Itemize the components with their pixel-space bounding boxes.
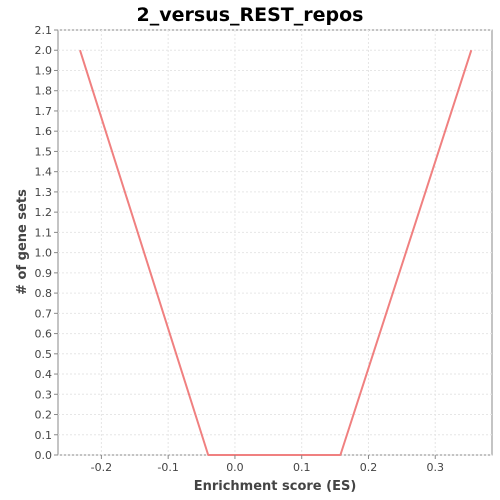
x-axis: -0.2 -0.1 0.0 0.1 0.2 0.3 <box>91 455 444 474</box>
x-tick-label: 0.2 <box>360 461 378 474</box>
y-tick-label: 1.3 <box>35 186 53 199</box>
y-tick-label: 0.0 <box>35 449 53 462</box>
x-tick-label: -0.2 <box>91 461 112 474</box>
x-tick-label: 0.3 <box>426 461 444 474</box>
y-axis-label: # of gene sets <box>15 189 30 295</box>
plot-area <box>57 29 493 456</box>
y-tick-label: 0.7 <box>35 307 53 320</box>
y-tick-label: 1.8 <box>35 85 53 98</box>
y-tick-label: 1.2 <box>35 206 53 219</box>
x-tick-label: 0.0 <box>226 461 244 474</box>
y-tick-label: 1.6 <box>35 125 53 138</box>
y-tick-label: 1.9 <box>35 64 53 77</box>
y-tick-label: 1.0 <box>35 247 53 260</box>
y-tick-label: 1.4 <box>35 166 53 179</box>
y-tick-label: 1.1 <box>35 226 53 239</box>
y-tick-label: 0.5 <box>35 348 53 361</box>
y-tick-label: 0.4 <box>35 368 53 381</box>
y-tick-label: 0.6 <box>35 328 53 341</box>
y-axis: 0.0 0.1 0.2 0.3 0.4 0.5 0.6 0.7 0.8 0.9 1.0 1.1 1.2 1… <box>35 24 58 462</box>
y-tick-label: 0.9 <box>35 267 53 280</box>
y-tick-label: 2.0 <box>35 44 53 57</box>
y-tick-label: 1.7 <box>35 105 53 118</box>
grid <box>58 29 492 456</box>
series-line <box>79 49 473 456</box>
y-tick-label: 1.5 <box>35 145 53 158</box>
x-tick-label: 0.1 <box>293 461 311 474</box>
y-tick-label: 0.2 <box>35 409 53 422</box>
y-tick-label: 2.1 <box>35 24 53 37</box>
series-layer <box>79 49 473 456</box>
y-tick-label: 0.8 <box>35 287 53 300</box>
chart-title: 2_versus_REST_repos <box>137 4 364 26</box>
x-tick-label: -0.1 <box>157 461 178 474</box>
y-tick-label: 0.1 <box>35 429 53 442</box>
y-tick-label: 0.3 <box>35 388 53 401</box>
x-axis-label: Enrichment score (ES) <box>194 479 357 494</box>
